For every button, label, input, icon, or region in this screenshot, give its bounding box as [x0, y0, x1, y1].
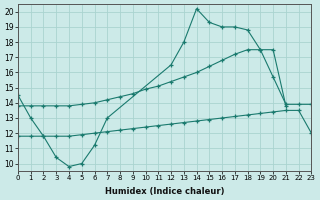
X-axis label: Humidex (Indice chaleur): Humidex (Indice chaleur)	[105, 187, 224, 196]
